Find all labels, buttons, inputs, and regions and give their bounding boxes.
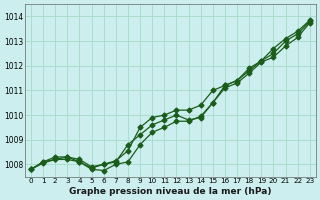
X-axis label: Graphe pression niveau de la mer (hPa): Graphe pression niveau de la mer (hPa) xyxy=(69,187,272,196)
